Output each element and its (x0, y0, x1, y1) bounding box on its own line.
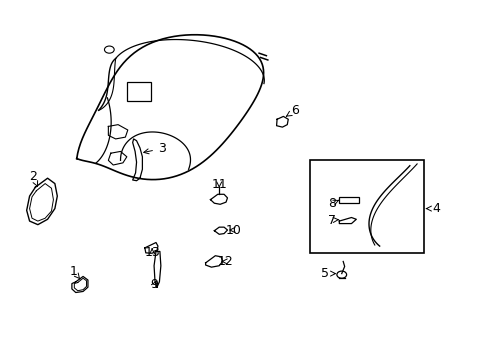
Bar (126, 82, 151, 102)
Text: 11: 11 (211, 178, 226, 191)
Text: 9: 9 (150, 278, 158, 291)
Text: 5: 5 (320, 267, 335, 280)
Text: 10: 10 (225, 224, 241, 237)
Text: 13: 13 (144, 246, 160, 258)
Text: 2: 2 (29, 170, 38, 186)
Text: 3: 3 (143, 142, 165, 155)
Bar (309, 160, 424, 253)
Bar (339, 197, 358, 203)
Text: 4: 4 (426, 202, 440, 215)
Text: 7: 7 (327, 213, 338, 226)
Text: 1: 1 (69, 265, 80, 279)
Text: 12: 12 (217, 255, 232, 268)
Text: 8: 8 (327, 197, 338, 210)
Text: 6: 6 (286, 104, 299, 117)
